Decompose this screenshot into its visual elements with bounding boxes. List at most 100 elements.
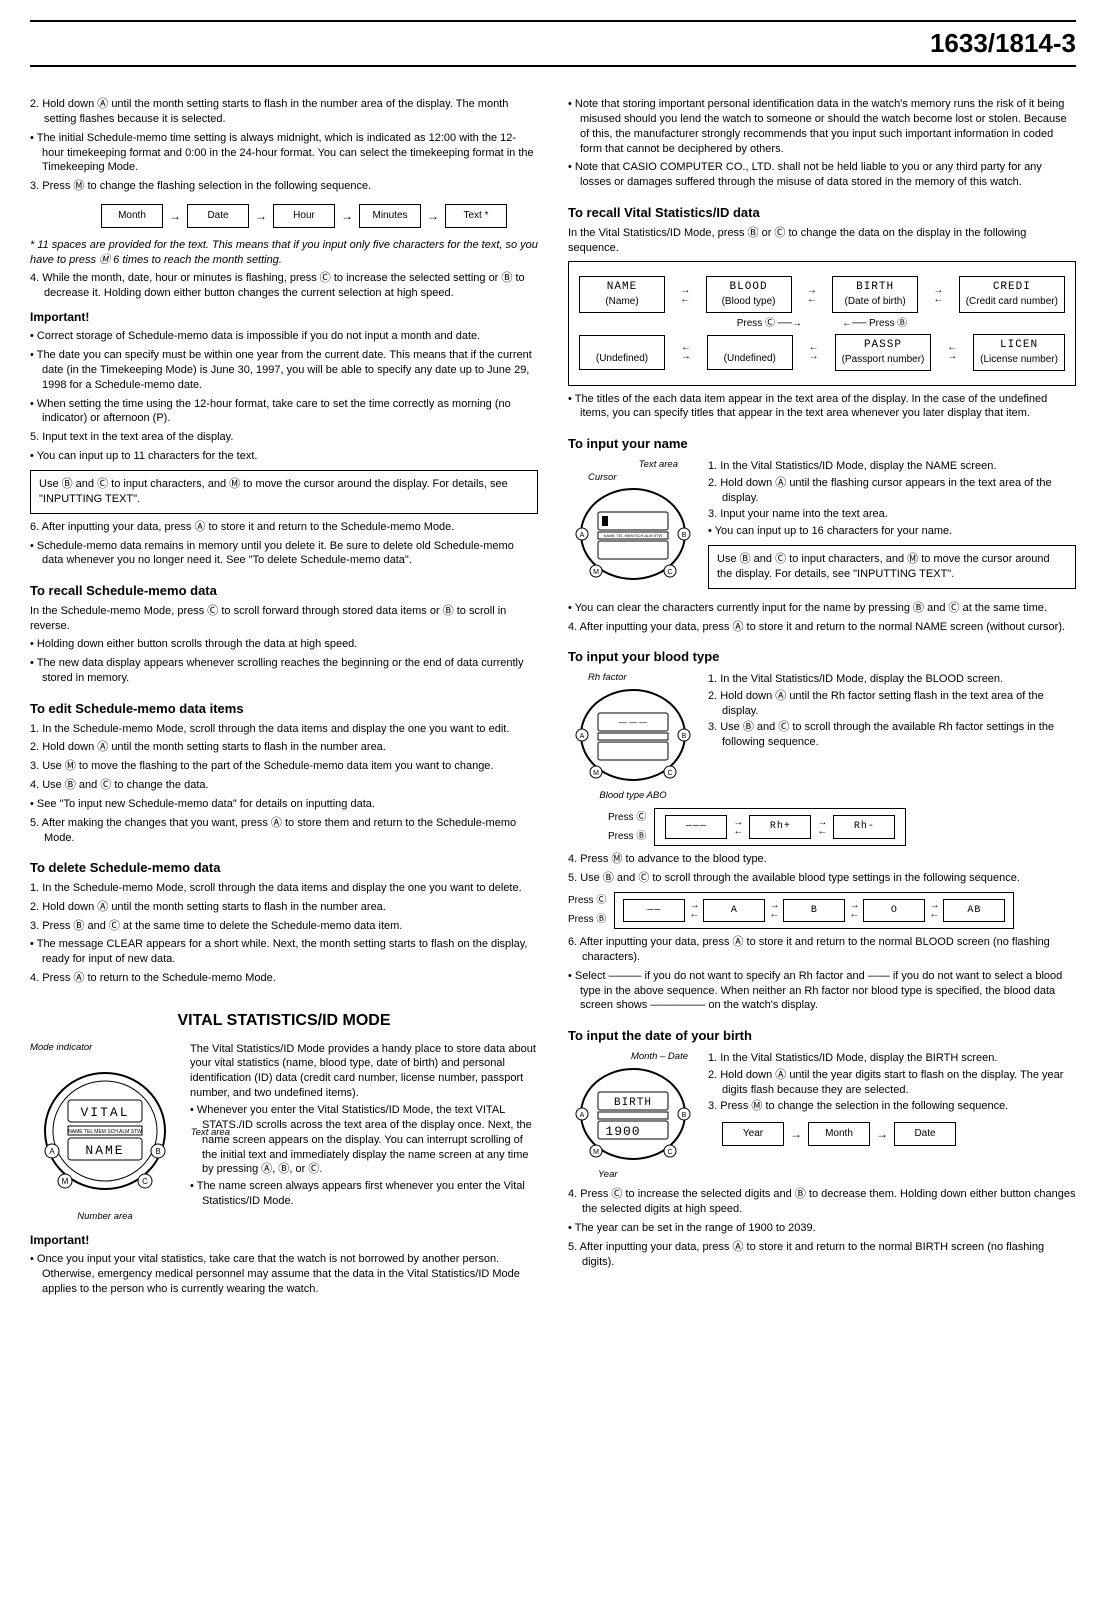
double-arrow-icon: ←→ — [947, 343, 957, 361]
db3: 3. Press Ⓜ to change the selection in th… — [708, 1099, 1076, 1114]
double-arrow-icon: →← — [680, 286, 690, 304]
double-arrow-icon: →← — [817, 818, 827, 836]
arrow-icon: → — [790, 1128, 802, 1140]
node-undef1: (Undefined) — [579, 335, 665, 370]
recall-2: Holding down either button scrolls throu… — [30, 637, 538, 652]
recall-vital-2: The titles of the each data item appear … — [568, 392, 1076, 422]
node-birth: BIRTH(Date of birth) — [832, 276, 918, 312]
n5: 4. After inputting your data, press Ⓐ to… — [568, 620, 1076, 635]
svg-text:NAME TEL MEM SCH ALM STW: NAME TEL MEM SCH ALM STW — [68, 1129, 142, 1135]
watch-icon: NAME TEL MEM SCH ALM STW A B M C — [568, 484, 698, 584]
svg-text:M: M — [593, 569, 599, 576]
b5: 5. Use Ⓑ and Ⓒ to scroll through the ava… — [568, 871, 1076, 886]
double-arrow-icon: →← — [733, 818, 743, 836]
vital-text-1: The Vital Statistics/ID Mode provides a … — [190, 1042, 538, 1101]
b1: 1. In the Vital Statistics/ID Mode, disp… — [708, 672, 1076, 687]
db6: 5. After inputting your data, press Ⓐ to… — [568, 1240, 1076, 1270]
seq-date: Date — [187, 204, 249, 228]
double-arrow-icon: →← — [689, 901, 699, 919]
press-b-label: ←── Press Ⓑ — [842, 317, 907, 331]
seq-hour: Hour — [273, 204, 335, 228]
db1: 1. In the Vital Statistics/ID Mode, disp… — [708, 1051, 1076, 1066]
imp-2: The date you can specify must be within … — [30, 348, 538, 393]
left-column: 2. Hold down Ⓐ until the month setting s… — [30, 97, 538, 1301]
svg-text:A: A — [580, 532, 585, 539]
edit-heading: To edit Schedule-memo data items — [30, 700, 538, 718]
vital-text-2: Whenever you enter the Vital Statistics/… — [190, 1103, 538, 1177]
n1: 1. In the Vital Statistics/ID Mode, disp… — [708, 459, 1076, 474]
svg-text:B: B — [682, 733, 687, 740]
b7: Select ——— if you do not want to specify… — [568, 969, 1076, 1014]
double-arrow-icon: ←→ — [681, 343, 691, 361]
seq-minutes: Minutes — [359, 204, 421, 228]
number-area-label: Number area — [30, 1211, 180, 1224]
db4: 4. Press Ⓒ to increase the selected digi… — [568, 1187, 1076, 1217]
svg-text:A: A — [580, 1112, 585, 1119]
rh-label: Rh factor — [588, 672, 698, 685]
blood-watch-block: Rh factor — — — A B M C Blood type ABO 1… — [568, 672, 1076, 802]
seq-year: Year — [722, 1122, 784, 1146]
dob-sequence: Year → Month → Date — [722, 1122, 1076, 1146]
rh-sequence: Press Ⓒ Press Ⓑ ——— →← Rh+ →← Rh- — [608, 808, 1076, 846]
input-text-box: Use Ⓑ and Ⓒ to input characters, and Ⓜ t… — [30, 470, 538, 514]
watch-icon: — — — A B M C — [568, 685, 698, 785]
arrow-icon: → — [876, 1128, 888, 1140]
name-input-box: Use Ⓑ and Ⓒ to input characters, and Ⓜ t… — [708, 545, 1076, 589]
month-sequence: Month → Date → Hour → Minutes → Text * — [70, 204, 538, 228]
b4: 4. Press Ⓜ to advance to the blood type. — [568, 852, 1076, 867]
press-c-label: Press Ⓒ ──→ — [737, 317, 802, 331]
step-2-note: The initial Schedule-memo time setting i… — [30, 131, 538, 176]
year-label: Year — [598, 1169, 698, 1182]
cursor-label: Cursor — [588, 472, 698, 485]
step-4: 4. While the month, date, hour or minute… — [30, 271, 538, 301]
press-c: Press Ⓒ — [568, 894, 606, 908]
d-3b: The message CLEAR appears for a short wh… — [30, 937, 538, 967]
vital-text-3: The name screen always appears first whe… — [190, 1179, 538, 1209]
name-watch-block: Text area Cursor NAME TEL MEM SCH ALM ST… — [568, 459, 1076, 595]
svg-text:M: M — [62, 1177, 69, 1186]
vital-imp: Once you input your vital statistics, ta… — [30, 1252, 538, 1297]
db2: 2. Hold down Ⓐ until the year digits sta… — [708, 1068, 1076, 1098]
svg-text:C: C — [667, 569, 672, 576]
svg-text:M: M — [593, 1149, 599, 1156]
double-arrow-icon: →← — [769, 901, 779, 919]
text-area-label: Text area — [568, 459, 678, 472]
arrow-icon: → — [427, 210, 439, 222]
double-arrow-icon: ←→ — [809, 343, 819, 361]
svg-text:M: M — [593, 770, 599, 777]
abo-sequence: Press Ⓒ Press Ⓑ —— →← A →← B →← O →← AB — [568, 892, 1076, 930]
abo-b: B — [783, 899, 845, 923]
n3b: You can input up to 16 characters for yo… — [708, 524, 1076, 539]
step-5b: You can input up to 11 characters for th… — [30, 449, 538, 464]
d-4: 4. Press Ⓐ to return to the Schedule-mem… — [30, 971, 538, 986]
imp-1: Correct storage of Schedule-memo data is… — [30, 329, 538, 344]
b3: 3. Use Ⓑ and Ⓒ to scroll through the ava… — [708, 720, 1076, 750]
step-6: 6. After inputting your data, press Ⓐ to… — [30, 520, 538, 535]
double-arrow-icon: →← — [849, 901, 859, 919]
vital-important-heading: Important! — [30, 1232, 538, 1248]
footnote-11: * 11 spaces are provided for the text. T… — [30, 238, 538, 268]
recall-vital-heading: To recall Vital Statistics/ID data — [568, 204, 1076, 222]
svg-text:A: A — [580, 733, 585, 740]
vital-mode-title: VITAL STATISTICS/ID MODE — [30, 1010, 538, 1032]
arrow-icon: → — [169, 210, 181, 222]
ed-3: 3. Use Ⓜ to move the flashing to the par… — [30, 759, 538, 774]
lcd-vital: VITAL — [80, 1105, 129, 1120]
step-5: 5. Input text in the text area of the di… — [30, 430, 538, 445]
abo-ab: AB — [943, 899, 1005, 923]
input-blood-heading: To input your blood type — [568, 648, 1076, 666]
ed-5: 5. After making the changes that you wan… — [30, 816, 538, 846]
svg-text:— — —: — — — — [619, 718, 647, 727]
node-blood: BLOOD(Blood type) — [706, 276, 792, 312]
text-area-label: Text area — [191, 1127, 230, 1140]
watch-icon: BIRTH 1900 A B M C — [568, 1064, 698, 1164]
abo-a: A — [703, 899, 765, 923]
lcd-name: NAME — [85, 1143, 124, 1158]
seq-month: Month — [808, 1122, 870, 1146]
node-passp: PASSP(Passport number) — [835, 334, 932, 370]
content-columns: 2. Hold down Ⓐ until the month setting s… — [30, 97, 1076, 1301]
right-column: Note that storing important personal ide… — [568, 97, 1076, 1301]
seq-text: Text * — [445, 204, 507, 228]
db5: The year can be set in the range of 1900… — [568, 1221, 1076, 1236]
svg-text:B: B — [682, 532, 687, 539]
